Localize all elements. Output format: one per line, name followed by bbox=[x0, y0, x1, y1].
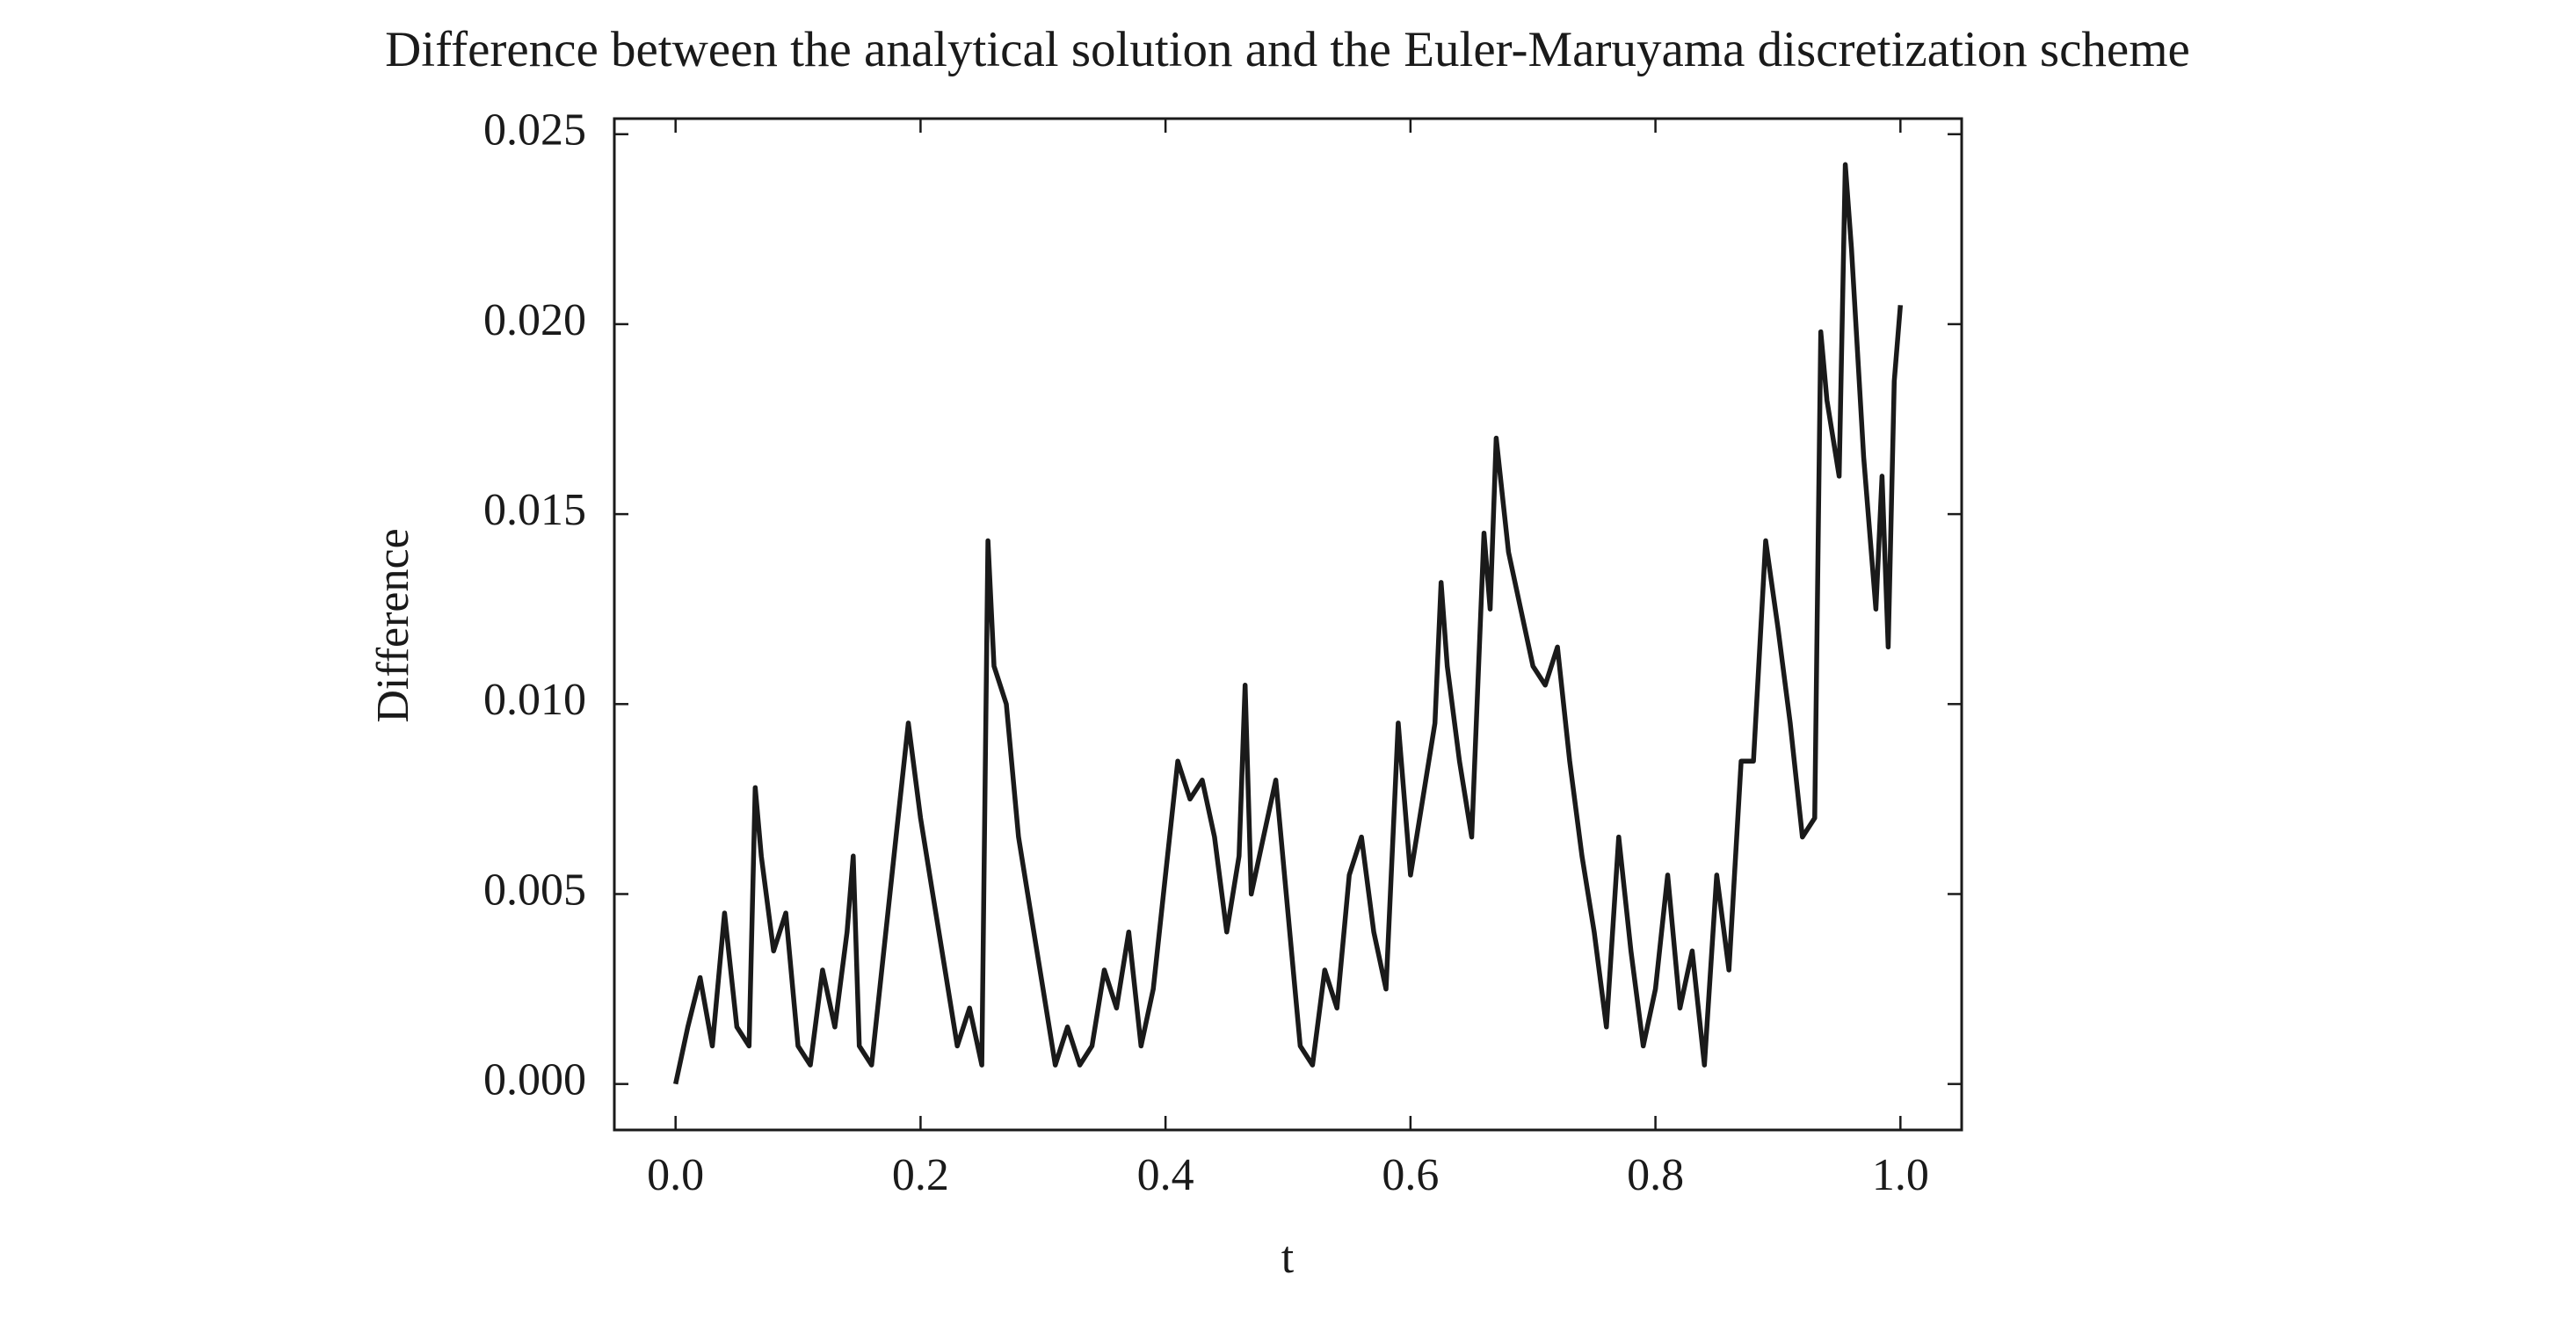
y-tick-label: 0.000 bbox=[483, 1055, 586, 1105]
plot-frame bbox=[613, 117, 1963, 1132]
y-tick-label: 0.010 bbox=[483, 675, 586, 725]
y-axis-label: Difference bbox=[368, 528, 418, 722]
chart-title: Difference between the analytical soluti… bbox=[385, 22, 2190, 77]
y-tick-label: 0.020 bbox=[483, 295, 586, 345]
y-tick-label: 0.015 bbox=[483, 485, 586, 535]
x-tick-label: 1.0 bbox=[1872, 1150, 1929, 1200]
x-tick-label: 0.6 bbox=[1382, 1150, 1439, 1200]
data-line bbox=[673, 162, 1904, 1085]
x-tick-label: 0.8 bbox=[1627, 1150, 1684, 1200]
y-tick-label: 0.025 bbox=[483, 105, 586, 156]
x-tick-label: 0.4 bbox=[1137, 1150, 1194, 1200]
x-tick-label: 0.0 bbox=[647, 1150, 704, 1200]
y-tick-label: 0.005 bbox=[483, 865, 586, 915]
x-axis-label: t bbox=[1281, 1233, 1295, 1283]
x-tick-label: 0.2 bbox=[892, 1150, 949, 1200]
